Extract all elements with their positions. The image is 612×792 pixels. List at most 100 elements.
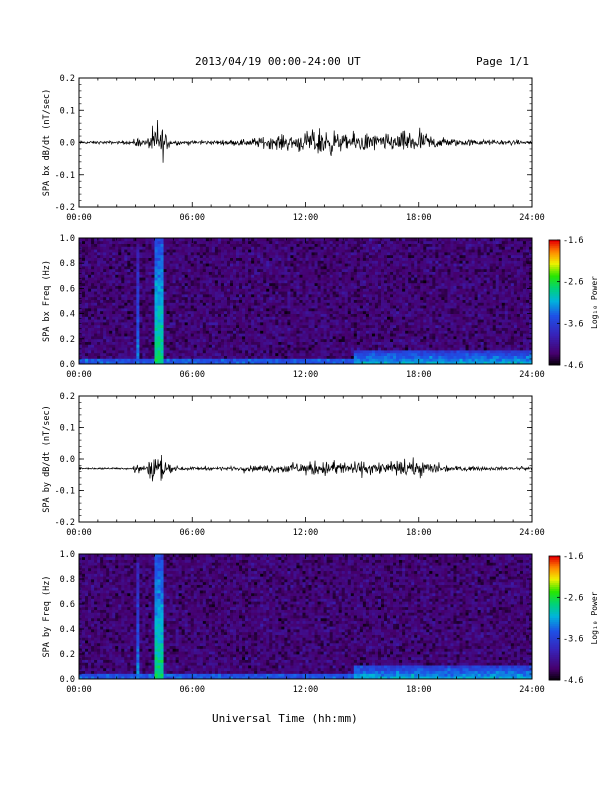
spectrogram-cell — [341, 266, 346, 270]
spectrogram-cell — [166, 243, 170, 247]
spectrogram-cell — [127, 257, 131, 261]
spectrogram-cell — [190, 347, 195, 351]
spectrogram-cell — [332, 260, 337, 264]
spectrogram-cell — [148, 302, 152, 306]
spectrogram-cell — [208, 316, 213, 320]
spectrogram-cell — [172, 322, 177, 326]
spectrogram-cell — [320, 330, 325, 334]
spectrogram-cell — [278, 277, 282, 281]
spectrogram-cell — [281, 291, 285, 295]
spectrogram-cell — [178, 341, 183, 345]
spectrogram-cell — [272, 243, 276, 247]
spectrogram-cell — [190, 246, 195, 250]
spectrogram-cell — [314, 268, 318, 272]
spectrogram-cell — [290, 313, 294, 317]
spectrogram-cell — [305, 285, 309, 289]
spectrogram-cell — [127, 350, 131, 354]
spectrogram-cell — [368, 257, 373, 261]
spectrogram-cell — [172, 344, 177, 348]
spectrogram-cell — [118, 268, 122, 272]
spectrogram-cell — [266, 313, 270, 317]
spectrogram-cell — [329, 322, 334, 326]
spectrogram-cell — [145, 291, 149, 295]
spectrogram-cell — [368, 308, 373, 312]
spectrogram-cell — [202, 243, 207, 247]
spectrogram-cell — [226, 277, 231, 281]
spectrogram-cell — [79, 350, 83, 354]
spectrogram-cell — [220, 350, 225, 354]
spectrogram-cell — [109, 330, 113, 334]
spectrogram-cell — [242, 347, 246, 351]
spectrogram-cell — [302, 268, 306, 272]
spectrogram-cell — [184, 305, 189, 309]
spectrogram-cell — [124, 358, 128, 362]
spectrogram-cell — [275, 243, 279, 247]
spectrogram-cell — [239, 240, 243, 244]
spectrogram-cell — [332, 288, 337, 292]
spectrogram-cell — [290, 240, 294, 244]
spectrogram-cell — [254, 322, 258, 326]
spectrogram-cell — [381, 305, 385, 309]
spectrogram-cell — [100, 350, 104, 354]
spectrogram-cell — [172, 302, 177, 306]
spectrogram-cell — [124, 305, 128, 309]
spectrogram-cell — [323, 361, 328, 365]
spectrogram-cell — [133, 291, 137, 295]
spectrogram-cell — [335, 299, 340, 303]
spectrogram-cell — [335, 252, 340, 256]
spectrogram-cell — [248, 285, 252, 289]
spectrogram-cell — [169, 350, 174, 354]
spectrogram-cell — [139, 316, 143, 320]
spectrogram-cell — [402, 355, 406, 359]
spectrogram-cell — [190, 282, 195, 286]
spectrogram-cell — [208, 358, 213, 362]
spectrogram-cell — [281, 350, 285, 354]
spectrogram-cell — [254, 341, 258, 345]
spectrogram-cell — [181, 352, 186, 356]
spectrogram-cell — [121, 266, 125, 270]
spectrogram-cell — [223, 319, 228, 323]
spectrogram-cell — [311, 249, 315, 253]
spectrogram-cell — [217, 263, 222, 267]
spectrogram-cell — [88, 260, 92, 264]
spectrogram-cell — [393, 330, 397, 334]
spectrogram-cell — [299, 249, 303, 253]
spectrogram-cell — [263, 299, 267, 303]
spectrogram-cell — [326, 341, 331, 345]
spectrogram-cell — [112, 294, 116, 298]
spectrogram-cell — [184, 294, 189, 298]
spectrogram-cell — [329, 288, 334, 292]
spectrogram-cell — [166, 322, 170, 326]
spectrogram-cell — [359, 260, 364, 264]
spectrogram-cell — [390, 266, 394, 270]
spectrogram-cell — [91, 361, 95, 365]
spectrogram-cell — [314, 252, 318, 256]
spectrogram-cell — [214, 341, 219, 345]
spectrogram-cell — [136, 254, 140, 258]
spectrogram-cell — [296, 333, 300, 337]
spectrogram-cell — [290, 282, 294, 286]
spectrogram-cell — [139, 330, 143, 334]
spectrogram-cell — [311, 352, 315, 356]
spectrogram-cell — [239, 257, 243, 261]
spectrogram-cell — [190, 324, 195, 328]
spectrogram-cell — [233, 280, 237, 284]
spectrogram-cell — [344, 296, 349, 300]
spectrogram-cell — [272, 263, 276, 267]
spectrogram-cell — [85, 316, 89, 320]
spectrogram-cell — [82, 296, 86, 300]
spectrogram-cell — [329, 352, 334, 356]
spectrogram-cell — [223, 310, 228, 314]
spectrogram-cell — [332, 361, 337, 365]
spectrogram-cell — [100, 341, 104, 345]
spectrogram-cell — [368, 361, 373, 365]
spectrogram-cell — [172, 238, 177, 242]
spectrogram-cell — [323, 316, 328, 320]
spectrogram-cell — [399, 257, 403, 261]
spectrogram-cell — [405, 358, 409, 362]
spectrogram-cell — [127, 316, 131, 320]
spectrogram-cell — [350, 347, 355, 351]
spectrogram-cell — [196, 333, 201, 337]
spectrogram-cell — [178, 333, 183, 337]
spectrogram-cell — [100, 333, 104, 337]
